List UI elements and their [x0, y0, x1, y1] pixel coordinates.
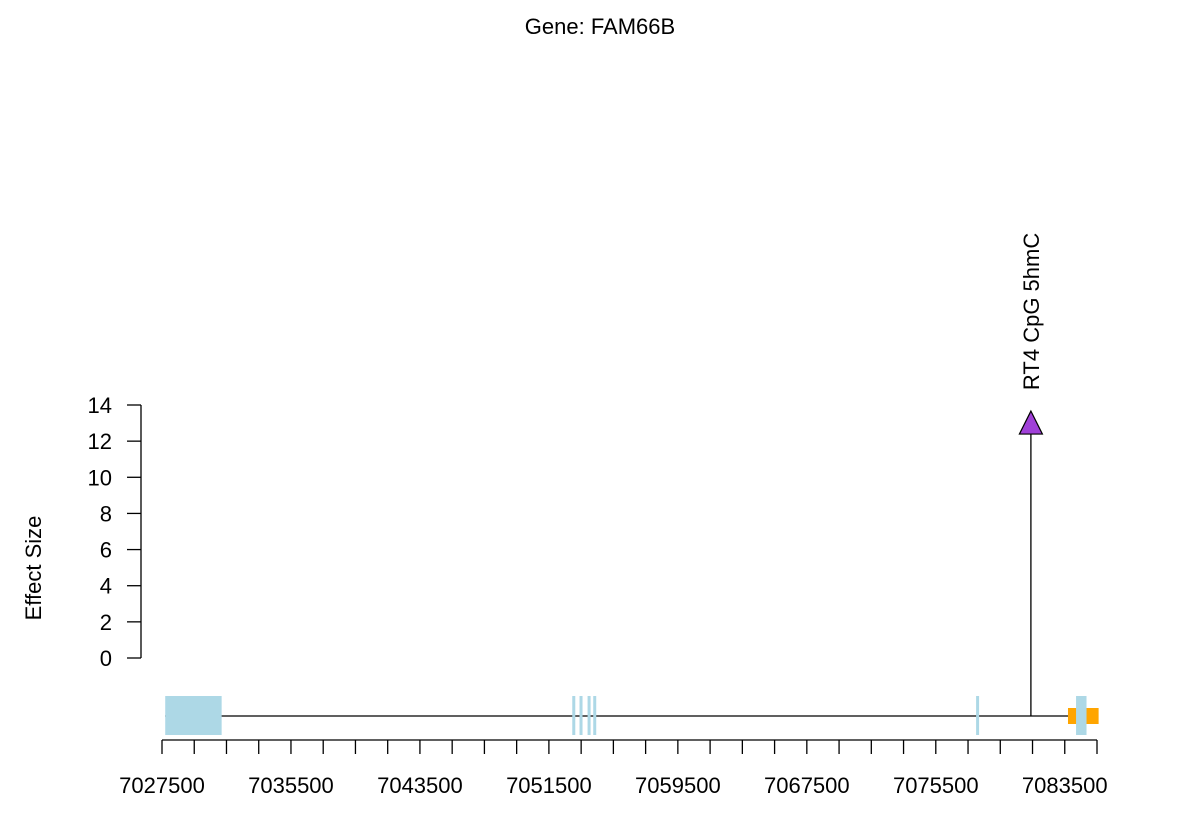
gene-track [165, 696, 1099, 735]
y-tick-label: 12 [88, 429, 112, 454]
exon-block [572, 696, 576, 735]
y-tick-label: 6 [100, 538, 112, 563]
exon-block [1076, 696, 1087, 735]
exon-block [976, 696, 980, 735]
y-tick-label: 14 [88, 393, 112, 418]
x-tick-label: 7083500 [1022, 773, 1108, 798]
y-tick-label: 2 [100, 610, 112, 635]
y-axis-label: Effect Size [21, 516, 46, 621]
data-points: RT4 CpG 5hmC [1018, 233, 1044, 716]
x-tick-label: 7035500 [248, 773, 334, 798]
y-axis: 0 2 4 6 8 10 12 14 [88, 393, 142, 671]
exon-block [165, 696, 222, 735]
y-tick-label: 0 [100, 646, 112, 671]
point-marker [1018, 409, 1044, 435]
x-tick-label: 7059500 [635, 773, 721, 798]
x-axis: 7027500 7035500 7043500 7051500 7059500 70675… [119, 739, 1108, 798]
point-label: RT4 CpG 5hmC [1019, 233, 1044, 390]
exon-block [587, 696, 591, 735]
y-tick-label: 8 [100, 501, 112, 526]
chart-title: Gene: FAM66B [525, 14, 675, 39]
x-tick-label: 7075500 [893, 773, 979, 798]
x-tick-label: 7051500 [506, 773, 592, 798]
exon-block [579, 696, 583, 735]
y-tick-label: 10 [88, 465, 112, 490]
x-tick-label: 7067500 [764, 773, 850, 798]
x-tick-label: 7043500 [377, 773, 463, 798]
x-tick-label: 7027500 [119, 773, 205, 798]
exon-block [593, 696, 597, 735]
y-tick-label: 4 [100, 574, 112, 599]
